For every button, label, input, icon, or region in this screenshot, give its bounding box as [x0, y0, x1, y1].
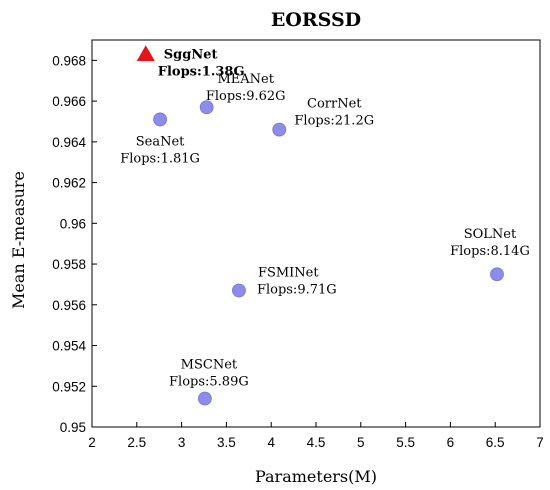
y-tick-label: 0.954	[52, 339, 86, 354]
y-tick-label: 0.956	[52, 298, 86, 313]
y-tick-label: 0.968	[52, 53, 86, 68]
point-label-fsminet-name: FSMINet	[258, 266, 319, 281]
point-label-mscnet-flops: Flops:5.89G	[169, 374, 249, 389]
x-tick-label: 6.5	[486, 435, 505, 450]
point-label-corrnet-name: CorrNet	[307, 97, 362, 112]
x-tick-label: 4	[267, 435, 275, 450]
point-label-meanet-name: MEANet	[217, 72, 274, 87]
point-meanet	[199, 100, 214, 115]
x-tick-label: 5.5	[396, 435, 415, 450]
y-axis-label: Mean E-measure	[9, 171, 28, 309]
x-tick-label: 5	[357, 435, 365, 450]
point-label-solnet-flops: Flops:8.14G	[450, 244, 530, 259]
x-tick-label: 6	[447, 435, 455, 450]
point-label-sggnet-flops: Flops:1.38G	[158, 64, 245, 79]
y-tick-label: 0.96	[60, 216, 86, 231]
x-tick-label: 4.5	[307, 435, 326, 450]
x-tick-label: 2	[88, 435, 96, 450]
y-tick-label: 0.962	[52, 176, 86, 191]
point-label-solnet-name: SOLNet	[464, 227, 517, 242]
y-tick-label: 0.952	[52, 379, 86, 394]
point-label-meanet-flops: Flops:9.62G	[206, 89, 286, 104]
point-solnet	[490, 267, 504, 282]
y-tick-label: 0.964	[52, 135, 86, 150]
point-fsminet	[232, 283, 246, 298]
chart-title: EORSSD	[271, 9, 361, 31]
y-tick-label: 0.95	[60, 420, 86, 435]
x-axis-label: Parameters(M)	[255, 467, 377, 486]
y-tick-label: 0.958	[52, 257, 86, 272]
point-sggnet-triangle-marker	[136, 45, 155, 62]
point-corrnet	[272, 122, 287, 137]
point-seanet	[153, 112, 167, 127]
x-tick-label: 3	[178, 435, 186, 450]
x-tick-label: 3.5	[217, 435, 236, 450]
plot-area: 2 2.5 3 3.5 4 4.5 5 5.5 6 6.5 7 0.95 0.952 0.954 0.956…	[52, 39, 544, 450]
point-label-seanet-flops: Flops:1.81G	[120, 151, 200, 166]
point-label-sggnet-name: SggNet	[164, 47, 218, 62]
x-tick-label: 2.5	[127, 435, 146, 450]
x-tick-label: 7	[536, 435, 544, 450]
point-label-fsminet-flops: Flops:9.71G	[257, 283, 337, 298]
point-label-mscnet-name: MSCNet	[181, 357, 238, 372]
point-label-corrnet-flops: Flops:21.2G	[294, 114, 374, 129]
point-mscnet	[197, 391, 212, 406]
y-tick-label: 0.966	[52, 94, 86, 109]
point-label-seanet-name: SeaNet	[136, 134, 185, 149]
